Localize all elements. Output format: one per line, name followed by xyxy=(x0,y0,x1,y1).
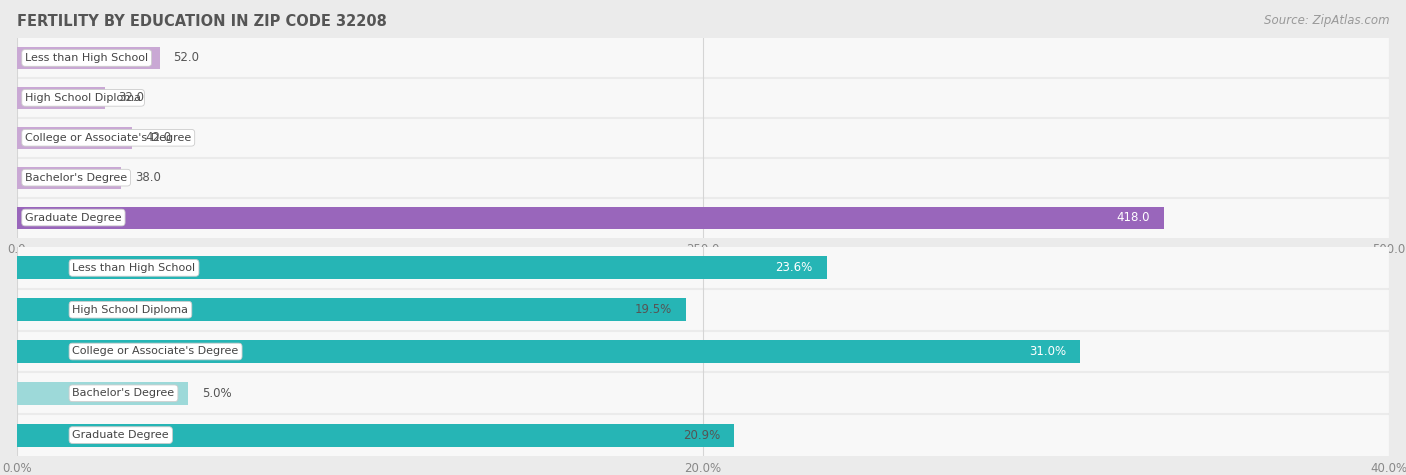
Text: 23.6%: 23.6% xyxy=(776,261,813,275)
Text: Bachelor's Degree: Bachelor's Degree xyxy=(73,388,174,399)
Bar xyxy=(17,198,1389,238)
Bar xyxy=(17,247,1389,289)
Text: Graduate Degree: Graduate Degree xyxy=(25,212,122,223)
Bar xyxy=(17,298,686,321)
Text: 20.9%: 20.9% xyxy=(683,428,720,442)
Text: Less than High School: Less than High School xyxy=(25,53,148,63)
Text: Source: ZipAtlas.com: Source: ZipAtlas.com xyxy=(1264,14,1389,27)
Bar xyxy=(17,382,188,405)
Bar xyxy=(17,372,1389,414)
Text: Graduate Degree: Graduate Degree xyxy=(73,430,169,440)
Text: College or Associate's Degree: College or Associate's Degree xyxy=(73,346,239,357)
Bar xyxy=(17,167,121,189)
Text: 32.0: 32.0 xyxy=(118,91,145,104)
Bar xyxy=(17,47,160,69)
Text: Less than High School: Less than High School xyxy=(73,263,195,273)
Text: High School Diploma: High School Diploma xyxy=(73,304,188,315)
Bar xyxy=(17,340,1080,363)
Text: College or Associate's Degree: College or Associate's Degree xyxy=(25,133,191,143)
Text: Bachelor's Degree: Bachelor's Degree xyxy=(25,172,127,183)
Bar xyxy=(17,424,734,446)
Bar xyxy=(17,158,1389,198)
Bar xyxy=(17,414,1389,456)
Bar xyxy=(17,256,827,279)
Bar xyxy=(17,127,132,149)
Bar xyxy=(17,38,1389,78)
Bar xyxy=(17,331,1389,372)
Bar xyxy=(17,207,1164,228)
Text: 19.5%: 19.5% xyxy=(636,303,672,316)
Text: 31.0%: 31.0% xyxy=(1029,345,1067,358)
Text: 38.0: 38.0 xyxy=(135,171,160,184)
Bar xyxy=(17,87,104,109)
Text: 52.0: 52.0 xyxy=(173,51,200,65)
Text: FERTILITY BY EDUCATION IN ZIP CODE 32208: FERTILITY BY EDUCATION IN ZIP CODE 32208 xyxy=(17,14,387,29)
Text: 5.0%: 5.0% xyxy=(202,387,232,400)
Text: High School Diploma: High School Diploma xyxy=(25,93,141,103)
Text: 418.0: 418.0 xyxy=(1116,211,1150,224)
Bar xyxy=(17,289,1389,331)
Bar xyxy=(17,78,1389,118)
Bar xyxy=(17,118,1389,158)
Text: 42.0: 42.0 xyxy=(146,131,172,144)
